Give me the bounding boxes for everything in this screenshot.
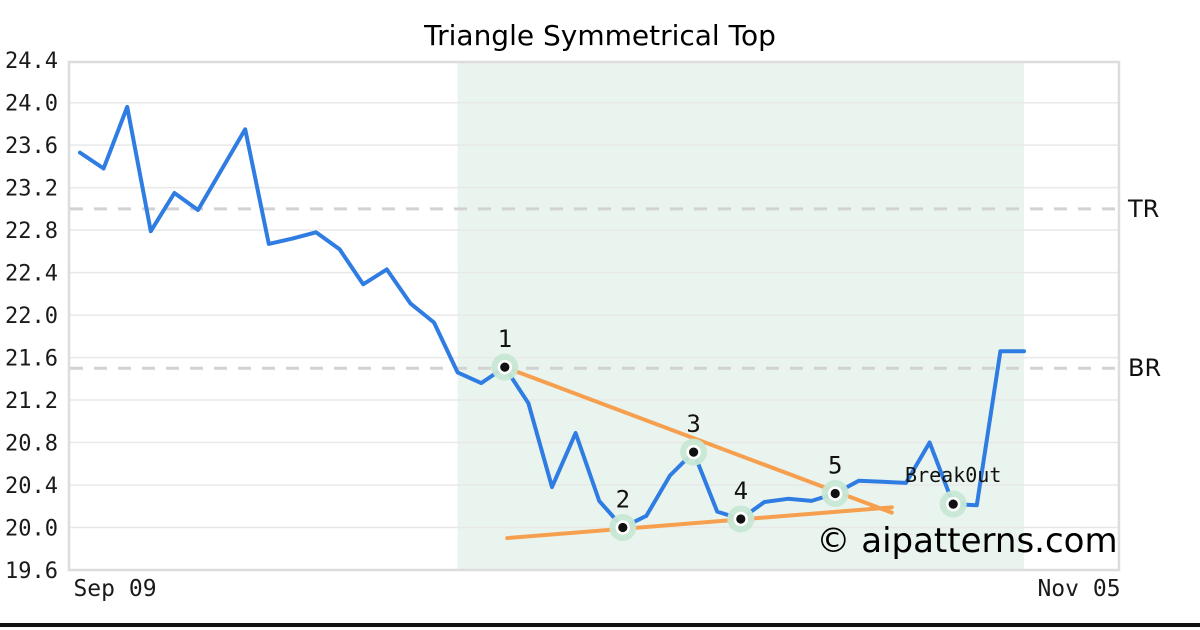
y-tick-label: 21.2 (5, 389, 58, 414)
pattern-point-label: 4 (734, 477, 748, 505)
y-tick-label: 22.0 (5, 304, 58, 329)
plot-border-rect (67, 60, 1121, 572)
tr-level-label: TR (1127, 195, 1159, 223)
y-tick-label: 22.8 (5, 219, 58, 244)
pattern-markers: 1 2 3 4 5 Break0ut (491, 325, 1001, 541)
y-tick-label: 21.6 (5, 347, 58, 372)
watermark: © aipatterns.com (816, 521, 1117, 561)
pattern-point-label: Break0ut (905, 463, 1001, 487)
pattern-point-label: 5 (828, 452, 842, 480)
y-tick-label: 20.0 (5, 517, 58, 542)
marker-dot (618, 522, 628, 533)
y-tick-label: 23.2 (5, 177, 58, 202)
bottom-bar (0, 623, 1200, 627)
y-tick-label: 24.0 (5, 92, 58, 117)
y-tick-label: 24.4 (5, 49, 58, 74)
marker-dot (830, 488, 840, 499)
y-tick-label: 22.4 (5, 262, 58, 287)
x-tick-start: Sep 09 (73, 576, 156, 602)
y-axis-labels: 24.4 24.0 23.6 23.2 22.8 22.4 22.0 21.6 21.2 20.8… (5, 49, 58, 584)
y-tick-label: 20.8 (5, 432, 58, 457)
pattern-point-label: 2 (616, 486, 630, 514)
plot-border (67, 60, 1121, 572)
pattern-point-label: 3 (686, 410, 700, 438)
y-tick-label: 19.6 (5, 559, 58, 584)
br-level-label: BR (1128, 354, 1161, 382)
pattern-point-label: 1 (498, 325, 512, 353)
resistance-lines (70, 207, 1118, 370)
price-polyline (78, 104, 1026, 530)
bottom-bar-rect (0, 623, 1200, 627)
lower-trendline (505, 505, 894, 541)
x-tick-end: Nov 05 (1037, 576, 1120, 602)
y-tick-label: 20.4 (5, 474, 58, 499)
price-line (78, 104, 1026, 530)
marker-dot (500, 362, 510, 372)
chart-title: Triangle Symmetrical Top (423, 19, 776, 52)
marker-dot (736, 514, 746, 524)
marker-dot (948, 499, 958, 509)
y-tick-label: 23.6 (5, 134, 58, 159)
marker-dot (689, 447, 699, 457)
